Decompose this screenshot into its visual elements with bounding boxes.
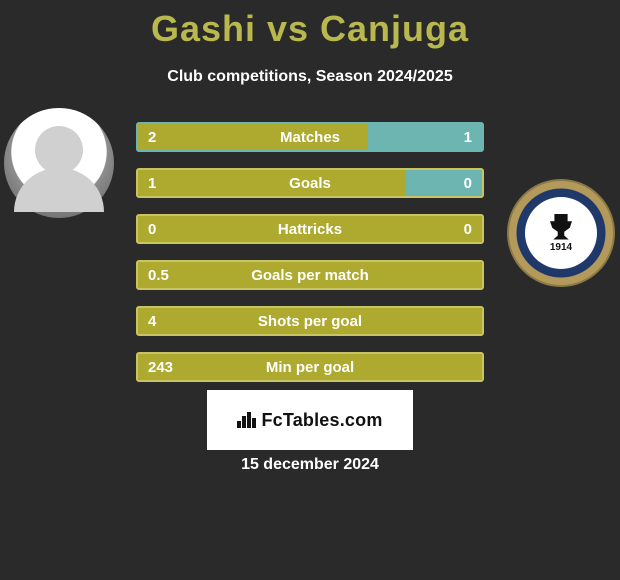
bar-chart-icon: [237, 412, 257, 428]
stat-row: 10Goals: [136, 168, 484, 198]
stat-left-value: 1: [138, 170, 406, 196]
stat-left-value: 0.5: [138, 262, 482, 288]
stat-left-value: 2: [138, 124, 368, 150]
date-label: 15 december 2024: [0, 456, 620, 474]
comparison-bars: 21Matches 10Goals 00Hattricks 0.5Goals per …: [136, 122, 484, 398]
stat-right-value: 0: [310, 216, 482, 242]
stat-row: 243Min per goal: [136, 352, 484, 382]
club-badge-year: 1914: [550, 242, 572, 253]
page-title: Gashi vs Canjuga: [0, 0, 620, 50]
avatar-head-icon: [35, 126, 83, 174]
stat-right-value: 0: [406, 170, 482, 196]
fctables-label: FcTables.com: [261, 410, 382, 431]
stat-left-value: 0: [138, 216, 310, 242]
stat-left-value: 243: [138, 354, 482, 380]
club-badge-outer: 1914: [507, 179, 615, 287]
avatar-shoulders-icon: [14, 168, 104, 212]
player-right-badge: 1914: [506, 178, 616, 288]
stat-row: 0.5Goals per match: [136, 260, 484, 290]
stat-row: 00Hattricks: [136, 214, 484, 244]
fctables-watermark: FcTables.com: [207, 390, 413, 450]
stat-row: 21Matches: [136, 122, 484, 152]
stat-left-value: 4: [138, 308, 482, 334]
player-left-avatar: [4, 108, 114, 218]
club-badge-inner: 1914: [525, 197, 597, 269]
stat-row: 4Shots per goal: [136, 306, 484, 336]
trophy-icon: [550, 214, 572, 240]
stat-right-value: 1: [368, 124, 482, 150]
subtitle: Club competitions, Season 2024/2025: [0, 68, 620, 86]
